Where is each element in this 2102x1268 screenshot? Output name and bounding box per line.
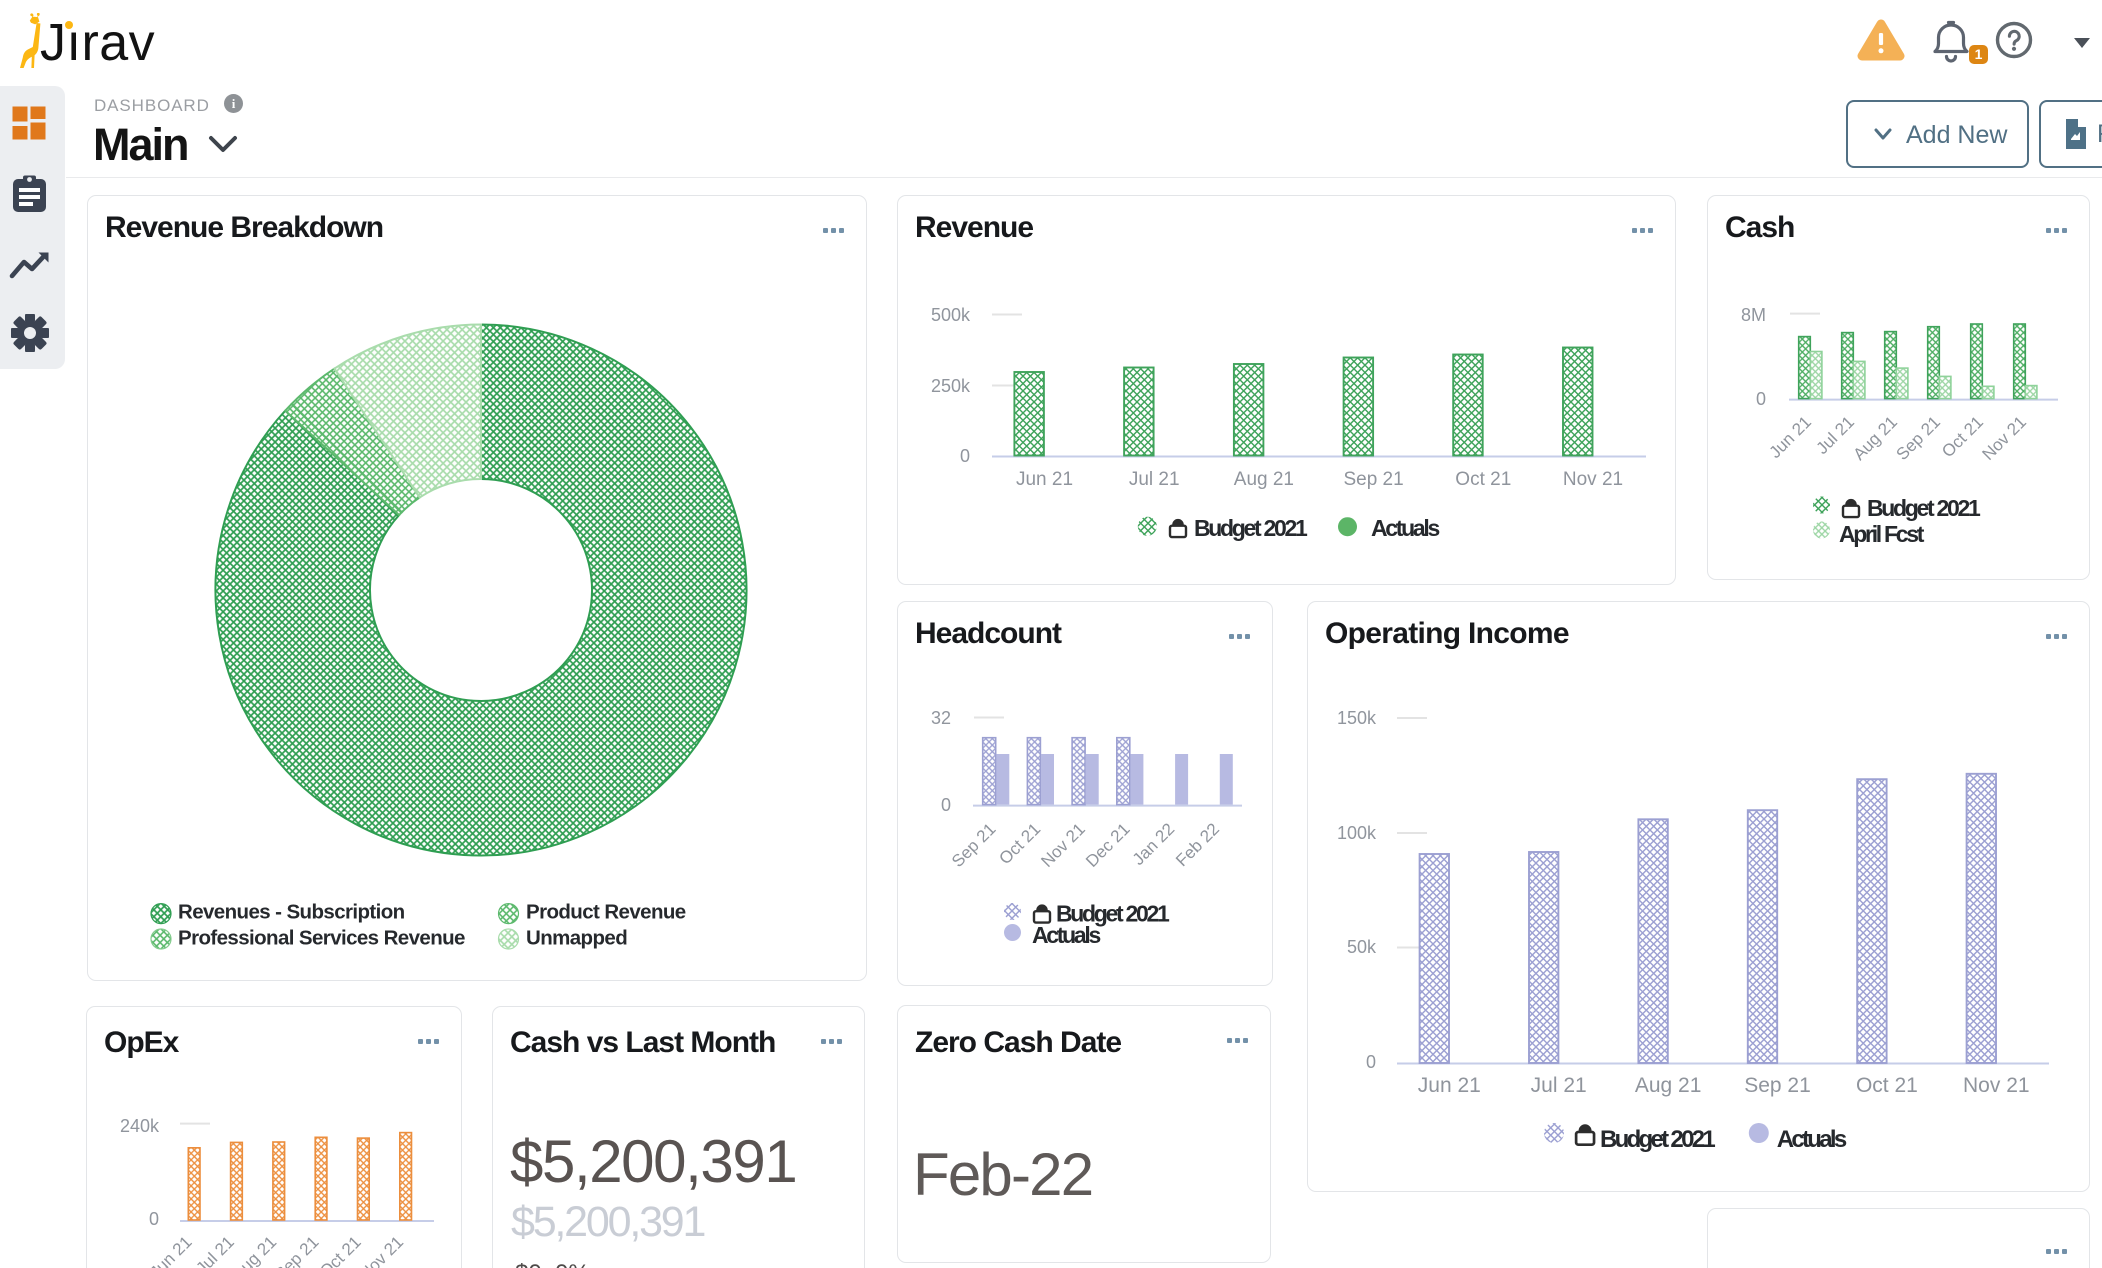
svg-text:0: 0 [941, 795, 951, 815]
svg-text:8M: 8M [1741, 305, 1766, 325]
svg-text:0: 0 [149, 1209, 159, 1229]
svg-text:Oct 21: Oct 21 [1455, 469, 1511, 490]
svg-text:Sep 21: Sep 21 [1744, 1074, 1811, 1097]
svg-text:0: 0 [1756, 389, 1766, 409]
svg-text:32: 32 [931, 708, 951, 728]
svg-text:Budget 2021: Budget 2021 [1056, 901, 1170, 927]
svg-text:Professional Services Revenue: Professional Services Revenue [178, 926, 465, 949]
svg-text:Budget 2021: Budget 2021 [1194, 515, 1308, 541]
svg-text:Budget 2021: Budget 2021 [1867, 495, 1981, 521]
svg-text:100k: 100k [1337, 823, 1377, 843]
svg-text:Jul 21: Jul 21 [192, 1232, 238, 1268]
svg-text:250k: 250k [931, 376, 971, 396]
svg-text:0: 0 [960, 446, 970, 466]
svg-text:Actuals: Actuals [1371, 515, 1439, 541]
svg-text:Jul 21: Jul 21 [1129, 469, 1180, 490]
svg-text:April Fcst: April Fcst [1839, 521, 1925, 547]
svg-text:50k: 50k [1347, 937, 1377, 957]
svg-text:Actuals: Actuals [1777, 1126, 1847, 1153]
svg-text:Jul 21: Jul 21 [1531, 1074, 1587, 1097]
svg-text:Aug 21: Aug 21 [1635, 1074, 1702, 1097]
svg-text:Sep 21: Sep 21 [1892, 412, 1944, 464]
svg-text:Sep 21: Sep 21 [948, 819, 1000, 871]
svg-text:Oct 21: Oct 21 [316, 1232, 365, 1268]
svg-text:Nov 21: Nov 21 [1978, 412, 2030, 464]
svg-text:Jun 21: Jun 21 [146, 1232, 196, 1268]
svg-text:Jan 22: Jan 22 [1129, 819, 1179, 869]
svg-text:Oct 21: Oct 21 [1938, 412, 1987, 461]
svg-text:Actuals: Actuals [1032, 922, 1100, 948]
svg-text:Nov 21: Nov 21 [1563, 469, 1623, 490]
svg-text:500k: 500k [931, 305, 971, 325]
svg-text:Nov 21: Nov 21 [1037, 819, 1089, 871]
svg-text:Jun 21: Jun 21 [1765, 412, 1815, 462]
svg-text:Aug 21: Aug 21 [1234, 469, 1294, 490]
svg-text:Oct 21: Oct 21 [1856, 1074, 1918, 1097]
svg-text:Nov 21: Nov 21 [356, 1232, 408, 1268]
svg-text:Jun 21: Jun 21 [1016, 469, 1073, 490]
svg-text:Nov 21: Nov 21 [1963, 1074, 2030, 1097]
svg-text:Feb 22: Feb 22 [1172, 819, 1223, 870]
svg-text:Revenues - Subscription: Revenues - Subscription [178, 901, 405, 924]
svg-text:Aug 21: Aug 21 [1849, 412, 1901, 464]
svg-text:Budget 2021: Budget 2021 [1600, 1126, 1715, 1153]
svg-text:150k: 150k [1337, 708, 1377, 728]
svg-text:Oct 21: Oct 21 [995, 819, 1044, 868]
svg-text:Sep 21: Sep 21 [1343, 469, 1403, 490]
svg-text:Unmapped: Unmapped [526, 926, 627, 949]
svg-text:Product Revenue: Product Revenue [526, 901, 686, 924]
svg-text:Jun 21: Jun 21 [1418, 1074, 1481, 1097]
svg-text:Sep 21: Sep 21 [271, 1232, 323, 1268]
svg-text:Dec 21: Dec 21 [1082, 819, 1134, 871]
svg-text:0: 0 [1366, 1052, 1376, 1072]
svg-text:240k: 240k [120, 1116, 160, 1136]
svg-text:Aug 21: Aug 21 [229, 1232, 281, 1268]
